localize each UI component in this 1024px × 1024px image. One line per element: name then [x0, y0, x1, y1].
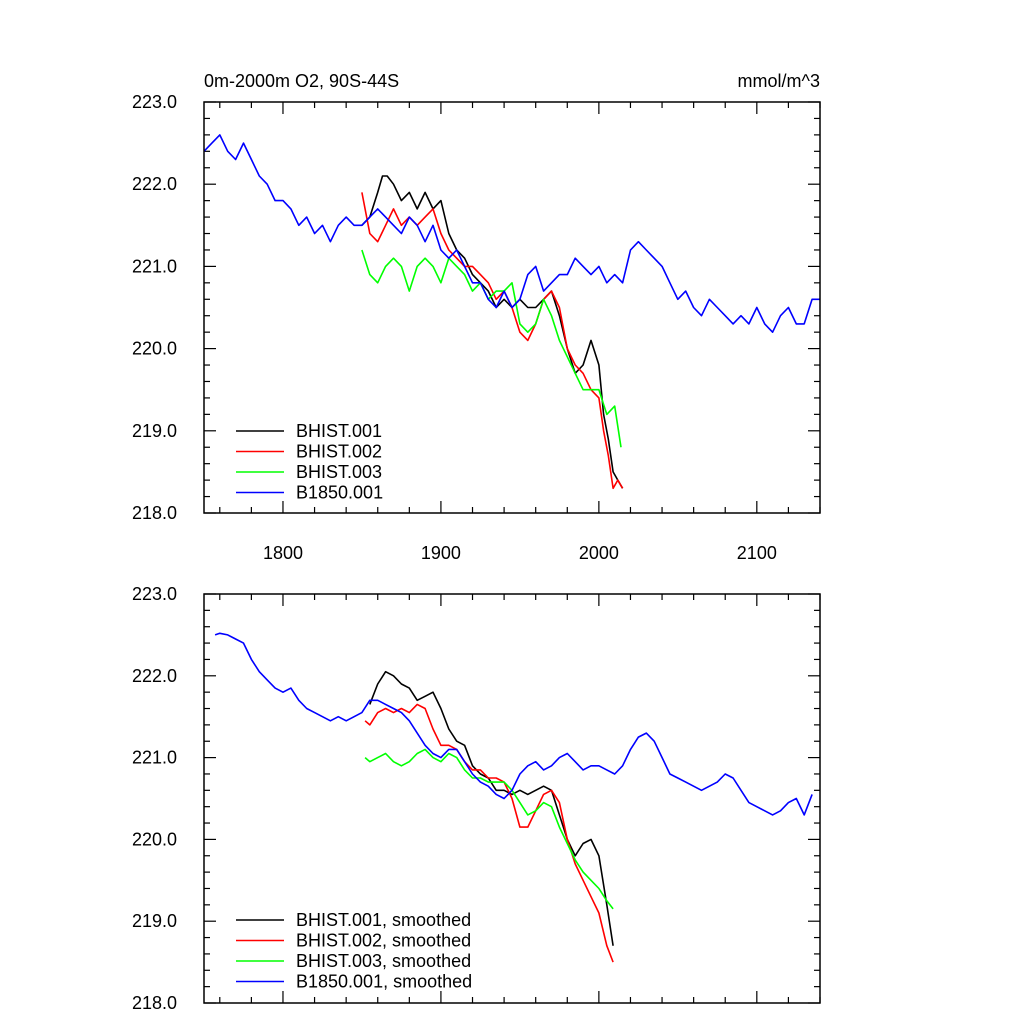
y-tick-label: 221.0 [132, 256, 177, 276]
x-tick-label: 2000 [579, 543, 619, 563]
top-panel-ticks: 218.0 219.0 220.0 221.0 222.0 223.0 1800 1900 20… [132, 92, 821, 563]
y-tick-label: 219.0 [132, 911, 177, 931]
top-panel: 0m-2000m O2, 90S-44S mmol/m^3 218.0 219.0… [132, 71, 821, 563]
legend-label: BHIST.002, smoothed [296, 931, 471, 951]
top-panel-series [203, 134, 820, 490]
y-tick-label: 218.0 [132, 993, 177, 1013]
y-tick-label: 220.0 [132, 339, 177, 359]
y-tick-label: 223.0 [132, 584, 177, 604]
top-plot-frame [203, 101, 821, 514]
legend-label: BHIST.003 [296, 462, 382, 482]
series-line-bhist-001-smoothed [369, 670, 614, 946]
legend-label: B1850.001, smoothed [296, 972, 472, 992]
legend-label: BHIST.002 [296, 442, 382, 462]
y-tick-label: 218.0 [132, 503, 177, 523]
bottom-panel-series [214, 632, 813, 963]
y-tick-label: 221.0 [132, 748, 177, 768]
x-tick-label: 1800 [263, 543, 303, 563]
series-line-bhist-003 [361, 249, 622, 448]
legend-label: BHIST.001, smoothed [296, 910, 471, 930]
y-tick-label: 220.0 [132, 829, 177, 849]
x-tick-label: 2100 [737, 543, 777, 563]
y-tick-label: 223.0 [132, 92, 177, 112]
legend-label: BHIST.001 [296, 421, 382, 441]
bottom-panel: 218.0 219.0 220.0 221.0 222.0 223.0 BHIST.001… [132, 584, 821, 1013]
y-tick-label: 222.0 [132, 174, 177, 194]
series-line-b1850-001 [203, 134, 820, 334]
bottom-panel-ticks: 218.0 219.0 220.0 221.0 222.0 223.0 [132, 584, 821, 1013]
legend-label: B1850.001 [296, 483, 383, 503]
series-line-b1850-001-smoothed [214, 632, 813, 816]
bottom-plot-frame [203, 593, 821, 1004]
y-tick-label: 222.0 [132, 666, 177, 686]
x-tick-label: 1900 [421, 543, 461, 563]
top-panel-units: mmol/m^3 [738, 71, 820, 91]
y-tick-label: 219.0 [132, 421, 177, 441]
series-line-bhist-003-smoothed [364, 748, 614, 910]
series-line-bhist-002 [361, 192, 624, 490]
top-panel-title: 0m-2000m O2, 90S-44S [204, 71, 399, 91]
legend-label: BHIST.003, smoothed [296, 951, 471, 971]
